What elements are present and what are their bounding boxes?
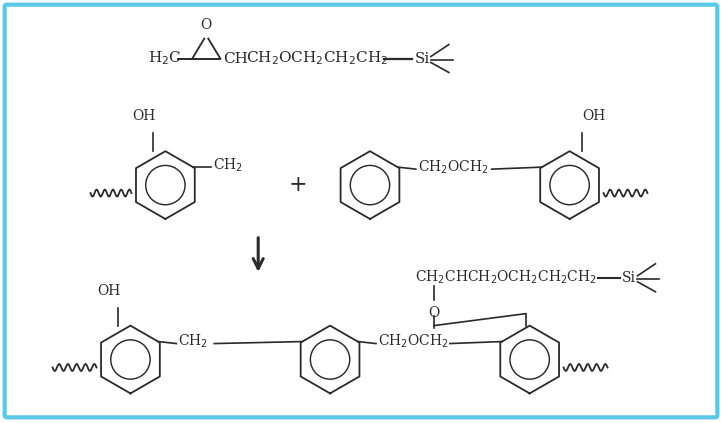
Text: CH$_2$CHCH$_2$OCH$_2$CH$_2$CH$_2$: CH$_2$CHCH$_2$OCH$_2$CH$_2$CH$_2$ [415,269,597,287]
Text: OH: OH [132,109,155,123]
Text: CH$_2$: CH$_2$ [178,333,209,350]
Text: CH$_2$OCH$_2$: CH$_2$OCH$_2$ [378,333,449,350]
Text: OH: OH [97,284,120,298]
Text: CH$_2$: CH$_2$ [213,157,243,174]
Text: O: O [428,306,440,320]
Text: CH$_2$OCH$_2$CH$_2$CH$_2$: CH$_2$OCH$_2$CH$_2$CH$_2$ [246,50,388,68]
Text: Si: Si [622,271,635,285]
Text: O: O [201,18,212,32]
Text: OH: OH [582,109,605,123]
Text: H$_2$C: H$_2$C [149,50,182,68]
Text: CH$_2$OCH$_2$: CH$_2$OCH$_2$ [418,158,489,176]
Text: CH: CH [223,51,248,65]
Text: Si: Si [415,51,430,65]
Text: +: + [289,174,308,196]
